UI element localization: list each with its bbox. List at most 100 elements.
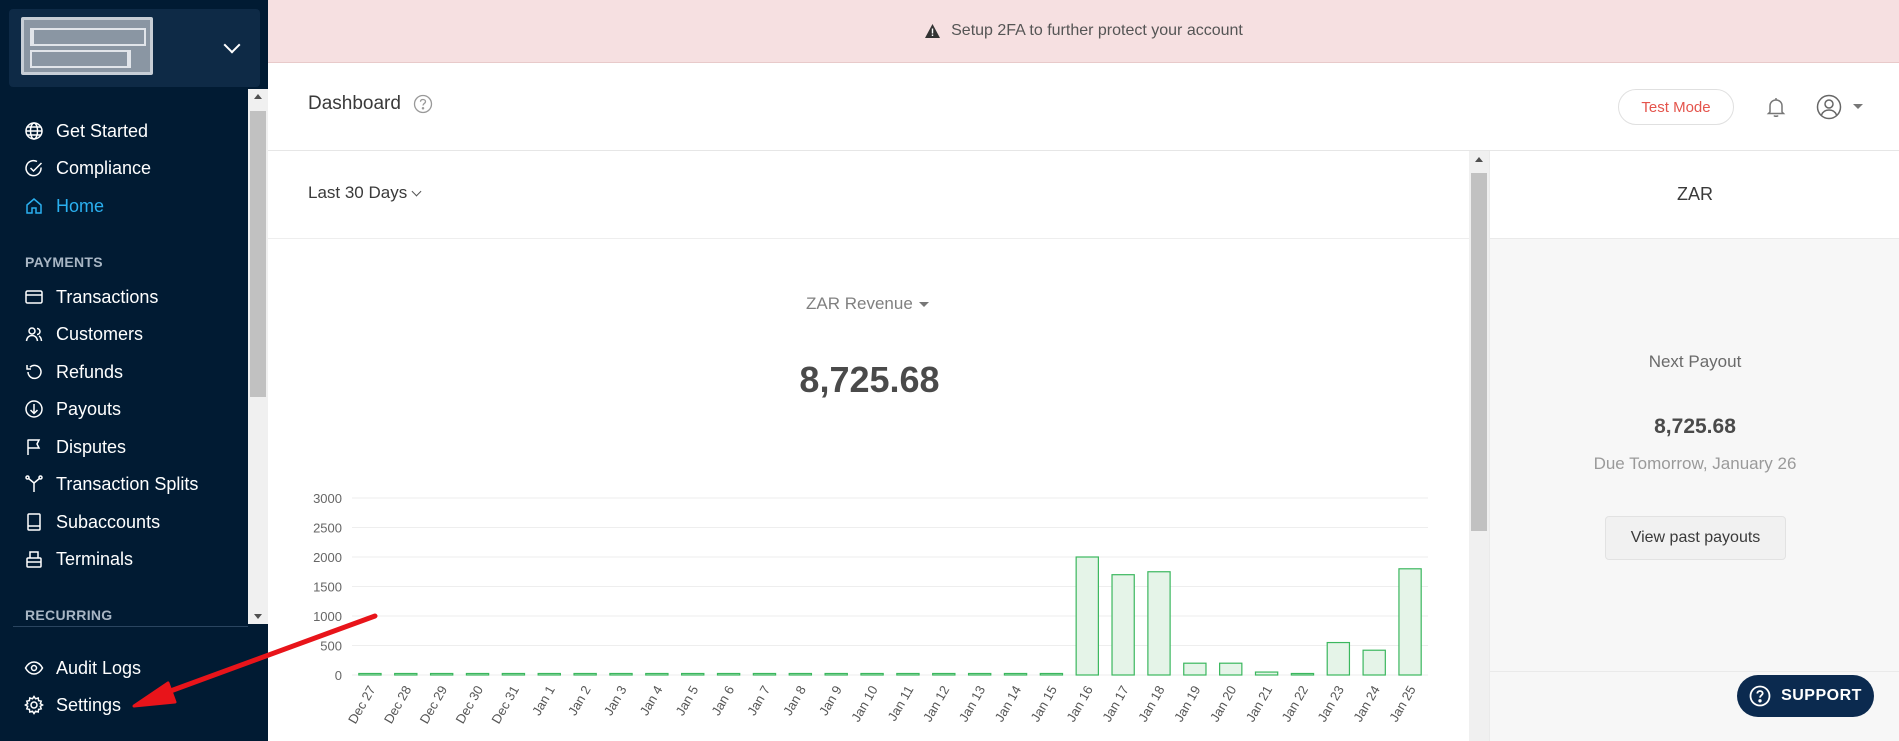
x-tick-label: Jan 4 <box>637 683 666 718</box>
sidebar-item-home[interactable]: Home <box>24 191 104 221</box>
chart-bar[interactable] <box>1111 574 1135 676</box>
metric-label: ZAR Revenue <box>806 294 913 313</box>
chart-bar[interactable] <box>609 672 633 676</box>
x-tick-label: Jan 18 <box>1135 683 1168 724</box>
sidebar-item-disputes[interactable]: Disputes <box>24 432 126 462</box>
x-tick-label: Jan 23 <box>1314 683 1347 724</box>
sidebar-item-label: Terminals <box>56 548 134 569</box>
sidebar-item-subaccounts[interactable]: Subaccounts <box>24 507 160 537</box>
x-tick-label: Jan 19 <box>1171 683 1204 724</box>
chart-bar[interactable] <box>537 672 561 676</box>
x-tick-label: Jan 1 <box>529 683 558 718</box>
view-past-payouts-button[interactable]: View past payouts <box>1605 516 1786 560</box>
main-scrollbar[interactable] <box>1469 151 1489 741</box>
date-range-dropdown[interactable]: Last 30 Days <box>308 183 422 203</box>
divider <box>1490 671 1899 672</box>
sidebar-item-label: Get Started <box>56 120 149 141</box>
help-icon[interactable] <box>413 94 433 114</box>
sidebar-item-label: Subaccounts <box>56 511 161 532</box>
support-button[interactable]: SUPPORT <box>1737 675 1874 717</box>
sidebar-item-settings[interactable]: Settings <box>24 690 121 720</box>
terminal-icon <box>26 551 42 568</box>
chart-bar[interactable] <box>716 672 741 676</box>
sidebar-item-refunds[interactable]: Refunds <box>24 357 123 387</box>
flag-icon <box>27 439 41 455</box>
user-avatar-icon[interactable] <box>1816 94 1842 120</box>
chevron-down-icon[interactable] <box>1853 104 1863 109</box>
chart-bar[interactable] <box>932 672 956 676</box>
filter-bar: Last 30 Days <box>268 151 1469 239</box>
scrollbar-thumb[interactable] <box>1471 173 1487 531</box>
book-icon <box>27 513 41 531</box>
chart-bar[interactable] <box>967 672 992 676</box>
gear-icon <box>24 695 44 715</box>
chart-bar[interactable] <box>501 672 526 676</box>
security-banner[interactable]: Setup 2FA to further protect your accoun… <box>268 0 1899 63</box>
sidebar-item-terminals[interactable]: Terminals <box>24 544 133 574</box>
scroll-up-icon[interactable] <box>254 94 262 99</box>
test-mode-button[interactable]: Test Mode <box>1618 89 1734 125</box>
x-tick-label: Jan 3 <box>601 683 630 718</box>
chart-bar[interactable] <box>358 672 382 676</box>
chart-bar[interactable] <box>1362 649 1386 676</box>
sidebar-item-customers[interactable]: Customers <box>24 319 143 349</box>
chart-bar[interactable] <box>860 672 884 676</box>
sidebar-item-transaction-splits[interactable]: Transaction Splits <box>24 469 198 499</box>
section-heading-payments: PAYMENTS <box>25 254 103 270</box>
x-tick-label: Dec 31 <box>488 683 522 726</box>
x-tick-label: Dec 28 <box>381 683 415 726</box>
sidebar-item-payouts[interactable]: Payouts <box>24 394 121 424</box>
chart-bar[interactable] <box>1254 671 1279 676</box>
sidebar-item-label: Transaction Splits <box>56 473 199 494</box>
scroll-up-icon[interactable] <box>1475 157 1483 162</box>
chart-bar[interactable] <box>1003 672 1028 676</box>
scroll-down-icon[interactable] <box>254 614 262 619</box>
chart-bar[interactable] <box>394 672 418 676</box>
chart-bar[interactable] <box>896 672 920 676</box>
users-icon <box>25 327 43 342</box>
chart-bar[interactable] <box>645 672 669 676</box>
chart-bar[interactable] <box>1219 662 1243 676</box>
split-icon <box>25 475 43 492</box>
chart-bar[interactable] <box>681 672 705 676</box>
sidebar-item-audit-logs[interactable]: Audit Logs <box>24 653 141 683</box>
x-tick-label: Jan 17 <box>1099 683 1132 724</box>
chart-bar[interactable] <box>1183 662 1207 676</box>
org-logo <box>21 17 153 75</box>
chart-bar[interactable] <box>788 672 813 676</box>
bell-icon[interactable] <box>1764 95 1788 119</box>
x-tick-label: Jan 14 <box>992 683 1025 724</box>
sidebar-item-compliance[interactable]: Compliance <box>24 153 151 183</box>
y-tick-label: 500 <box>320 639 342 654</box>
sidebar-item-transactions[interactable]: Transactions <box>24 282 158 312</box>
currency-heading: ZAR <box>1490 151 1899 239</box>
sidebar-nav: Get Started Compliance Home PAYMENTS Tra… <box>0 89 268 624</box>
chart-bar[interactable] <box>752 672 777 676</box>
chart-bar[interactable] <box>429 672 454 676</box>
chart-bar[interactable] <box>1039 672 1064 676</box>
sidebar: Get Started Compliance Home PAYMENTS Tra… <box>0 0 268 741</box>
x-tick-label: Jan 8 <box>780 683 809 718</box>
refund-icon <box>26 364 42 380</box>
support-label: SUPPORT <box>1781 687 1862 704</box>
sidebar-scrollbar[interactable] <box>248 89 268 624</box>
chart-bar[interactable] <box>1326 641 1351 676</box>
chart-bar[interactable] <box>1290 672 1315 676</box>
org-switcher[interactable] <box>9 9 260 87</box>
chart-bar[interactable] <box>1147 571 1171 676</box>
scrollbar-thumb[interactable] <box>250 111 266 397</box>
x-tick-label: Jan 20 <box>1207 683 1240 724</box>
metric-dropdown[interactable]: ZAR Revenue <box>806 294 929 314</box>
x-tick-label: Dec 30 <box>453 683 487 726</box>
sidebar-item-get-started[interactable]: Get Started <box>24 116 148 146</box>
banner-text: Setup 2FA to further protect your accoun… <box>951 22 1243 39</box>
sidebar-item-label: Compliance <box>56 157 152 178</box>
chevron-down-icon <box>411 186 422 196</box>
chevron-down-icon[interactable] <box>223 36 241 54</box>
chart-bar[interactable] <box>824 672 848 676</box>
chart-bar[interactable] <box>573 672 597 676</box>
page-title: Dashboard <box>308 93 433 115</box>
chart-bar[interactable] <box>465 672 490 676</box>
chart-bar[interactable] <box>1075 556 1099 676</box>
chart-bar[interactable] <box>1398 568 1422 676</box>
